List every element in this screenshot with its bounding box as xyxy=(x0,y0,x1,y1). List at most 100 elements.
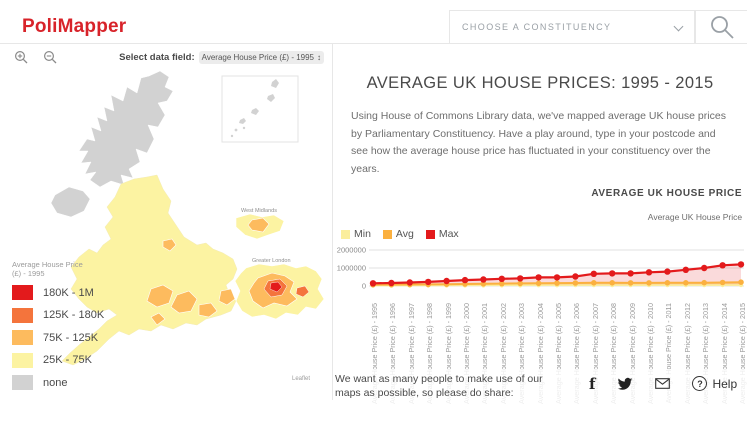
map-legend-items: 180K - 1M 125K - 180K 75K - 125K 25K - 75K n… xyxy=(12,285,104,390)
data-point-avg xyxy=(591,280,597,286)
price-chart-svg: 0 1000000 2000000 xyxy=(337,246,745,291)
data-point-avg xyxy=(738,279,744,285)
data-point-max xyxy=(498,275,505,282)
data-point-max xyxy=(553,274,561,281)
y-tick-label: 0 xyxy=(362,282,366,291)
legend-label: 180K - 1M xyxy=(43,286,94,299)
chart-subheading: Average UK House Price xyxy=(647,212,743,222)
data-point-max xyxy=(443,277,450,285)
map-legend: Average House Price (£) - 1995 180K - 1M… xyxy=(12,259,104,390)
map-legend-item: none xyxy=(12,375,104,390)
chevron-down-icon xyxy=(673,21,684,31)
data-point-avg xyxy=(719,279,726,286)
page-title: AVERAGE UK HOUSE PRICES: 1995 - 2015 xyxy=(366,74,714,92)
zoom-out-icon xyxy=(43,50,57,64)
share-footer: We want as many people to make use of ou… xyxy=(333,369,747,407)
data-point-max xyxy=(480,276,487,283)
greater-london-label: Greater London xyxy=(252,258,291,264)
map-legend-item: 75K - 125K xyxy=(12,330,104,345)
west-midlands-inset[interactable]: West Midlands xyxy=(235,208,285,240)
twitter-share-button[interactable] xyxy=(617,377,633,391)
legend-label: 75K - 125K xyxy=(43,331,99,344)
data-point-avg xyxy=(701,279,707,286)
data-point-max xyxy=(590,270,597,277)
data-point-avg xyxy=(627,280,634,286)
map-legend-item: 180K - 1M xyxy=(12,285,104,300)
uk-choropleth-map[interactable]: West Midlands Greater London xyxy=(0,68,332,394)
y-tick-label: 2000000 xyxy=(337,246,366,255)
chart-legend-item-min: Min xyxy=(341,228,371,240)
email-icon xyxy=(655,378,671,389)
twitter-icon xyxy=(618,377,633,390)
email-share-button[interactable] xyxy=(655,378,671,389)
map-region-northern-ireland[interactable] xyxy=(50,186,91,218)
data-point-max xyxy=(517,275,524,282)
help-label: Help xyxy=(712,376,738,391)
chart-legend-label: Min xyxy=(354,228,371,240)
data-point-max xyxy=(645,269,653,276)
chart-legend-swatch xyxy=(382,229,392,239)
search-button[interactable] xyxy=(695,10,747,43)
data-point-avg xyxy=(664,280,671,286)
data-point-avg xyxy=(517,280,523,287)
data-point-max xyxy=(461,276,469,284)
data-point-avg xyxy=(683,280,689,286)
map-legend-title: Average House Price (£) - 1995 xyxy=(12,259,83,278)
app-logo[interactable]: PoliMapper xyxy=(22,15,127,37)
select-updown-icon: ↕ xyxy=(317,53,321,62)
data-point-max xyxy=(369,280,377,287)
data-point-max xyxy=(406,279,413,286)
chart-legend-label: Max xyxy=(438,228,459,240)
content-panel: AVERAGE UK HOUSE PRICES: 1995 - 2015 Usi… xyxy=(332,44,747,407)
zoom-out-button[interactable] xyxy=(43,50,58,65)
help-icon: ? xyxy=(692,376,708,391)
header: PoliMapper CHOOSE A CONSTITUENCY xyxy=(0,10,747,44)
data-field-value: Average House Price (£) - 1995 xyxy=(201,53,314,62)
islands-inset xyxy=(221,75,299,143)
greater-london-inset[interactable]: Greater London xyxy=(234,258,325,320)
map-region-london-main[interactable] xyxy=(218,288,236,306)
data-point-max xyxy=(388,279,395,287)
help-button[interactable]: ? Help xyxy=(692,376,737,391)
data-point-avg xyxy=(554,280,560,286)
map-region-north-spot[interactable] xyxy=(162,238,177,252)
map-region-south-4[interactable] xyxy=(150,312,166,326)
map-region-england-wales[interactable] xyxy=(61,174,238,366)
map-region-south-3[interactable] xyxy=(198,302,218,318)
y-tick-label: 1000000 xyxy=(337,264,366,273)
map-panel: Select data field: Average House Price (… xyxy=(0,44,332,400)
data-point-max xyxy=(701,264,708,272)
data-point-max xyxy=(664,268,671,275)
facebook-icon: f xyxy=(589,374,596,393)
chart-box: 0 1000000 2000000 Average House Price (£) … xyxy=(333,244,747,404)
legend-swatch xyxy=(12,307,33,323)
legend-swatch xyxy=(12,352,33,368)
constituency-select[interactable]: CHOOSE A CONSTITUENCY xyxy=(449,10,695,43)
data-point-avg xyxy=(480,281,487,287)
article-body: Using House of Commons Library data, we'… xyxy=(351,110,726,175)
x-axis-labels: Average House Price (£) - 1995 Average Ho… xyxy=(333,299,747,404)
data-point-avg xyxy=(609,280,615,286)
main: Select data field: Average House Price (… xyxy=(0,44,747,407)
data-point-avg xyxy=(499,280,505,287)
chart-legend-swatch xyxy=(341,229,350,239)
data-field-label: Select data field: xyxy=(119,52,195,63)
map-controls: Select data field: Average House Price (… xyxy=(0,44,332,66)
facebook-share-button[interactable]: f xyxy=(589,374,596,393)
data-point-max xyxy=(682,266,689,273)
map-region-south-2[interactable] xyxy=(170,290,198,314)
chart-heading: AVERAGE UK HOUSE PRICE xyxy=(591,188,743,199)
map-attribution-link[interactable]: Leaflet xyxy=(291,376,310,382)
zoom-in-button[interactable] xyxy=(14,50,29,65)
chart-legend-swatch xyxy=(425,229,435,239)
map-legend-item: 125K - 180K xyxy=(12,307,104,323)
share-text: We want as many people to make use of ou… xyxy=(335,373,543,399)
data-point-max xyxy=(572,273,579,280)
map-region-south-1[interactable] xyxy=(146,284,174,308)
map-region-scotland[interactable] xyxy=(78,70,174,188)
chart-legend-item-max: Max xyxy=(425,228,459,240)
data-field-select[interactable]: Average House Price (£) - 1995 ↕ xyxy=(198,51,324,64)
share-icons: f ? Help xyxy=(567,376,737,391)
legend-swatch xyxy=(12,330,33,345)
